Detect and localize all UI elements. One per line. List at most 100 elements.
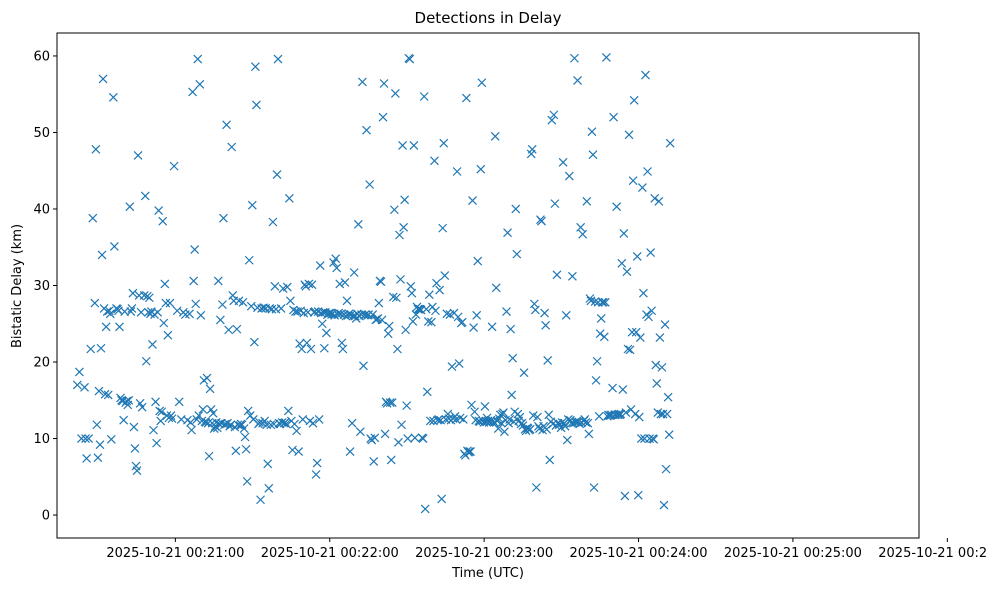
data-point <box>240 432 250 442</box>
data-point <box>315 261 325 271</box>
data-point <box>288 445 297 455</box>
y-tick-label: 60 <box>33 49 50 64</box>
data-point <box>190 245 200 254</box>
data-point <box>600 297 610 307</box>
data-point <box>598 297 608 307</box>
data-point <box>576 222 586 232</box>
data-point <box>594 411 604 421</box>
data-point <box>242 476 252 486</box>
data-point <box>658 409 668 419</box>
data-point <box>403 434 413 443</box>
data-point <box>413 304 423 314</box>
data-point <box>434 414 444 424</box>
data-point <box>407 288 417 298</box>
data-point <box>630 409 640 419</box>
data-point <box>450 411 460 421</box>
data-point <box>378 112 388 122</box>
chart-title: Detections in Delay <box>415 9 562 27</box>
data-point <box>646 248 656 258</box>
data-point <box>344 309 354 319</box>
data-point <box>512 249 522 259</box>
data-point <box>437 494 447 504</box>
data-point <box>266 420 276 430</box>
data-point <box>487 322 497 332</box>
data-point <box>491 283 501 293</box>
data-point <box>532 412 542 422</box>
data-point <box>347 418 357 428</box>
data-point <box>137 402 147 412</box>
data-point <box>442 309 452 319</box>
data-point <box>531 483 541 492</box>
data-point <box>421 304 431 314</box>
data-point <box>468 196 477 205</box>
data-point <box>331 254 341 264</box>
data-point <box>262 420 272 430</box>
data-point <box>98 74 108 84</box>
data-point <box>402 401 412 411</box>
data-point <box>239 424 249 434</box>
data-point <box>224 325 234 335</box>
data-point <box>540 308 550 318</box>
data-point <box>264 483 274 493</box>
data-point <box>152 438 162 448</box>
data-point <box>284 193 294 203</box>
data-point <box>377 315 387 325</box>
data-point <box>126 307 136 316</box>
data-point <box>447 362 457 372</box>
data-point <box>285 296 295 306</box>
data-point <box>270 281 280 291</box>
data-point <box>167 414 177 424</box>
data-point <box>238 297 248 307</box>
data-point <box>174 397 184 407</box>
data-point <box>342 296 352 306</box>
data-point <box>592 356 602 366</box>
data-point <box>420 504 430 514</box>
data-point <box>665 138 675 148</box>
data-point <box>379 79 389 88</box>
data-point <box>231 446 241 456</box>
data-point <box>72 380 82 390</box>
data-point <box>629 95 639 105</box>
data-point <box>627 327 637 337</box>
data-point <box>502 307 511 316</box>
data-point <box>370 433 380 443</box>
x-axis-label: Time (UTC) <box>451 566 524 581</box>
data-point <box>364 310 374 320</box>
data-point <box>621 408 631 417</box>
data-point <box>560 421 570 431</box>
data-point <box>390 89 400 98</box>
data-point <box>100 389 110 399</box>
data-point <box>205 384 215 394</box>
x-tick-label: 2025-10-21 00:24:00 <box>569 546 707 561</box>
data-point <box>198 405 208 414</box>
x-tick-label: 2025-10-21 00:23:00 <box>415 546 553 561</box>
data-point <box>218 300 227 310</box>
data-point <box>158 216 168 226</box>
data-point <box>457 317 467 327</box>
data-point <box>263 459 273 469</box>
data-point <box>319 343 329 353</box>
data-point <box>527 144 537 154</box>
data-point <box>187 425 196 435</box>
data-point <box>88 213 98 223</box>
data-point <box>226 420 236 430</box>
data-point <box>188 87 198 97</box>
data-point <box>81 434 90 443</box>
data-point <box>584 429 594 439</box>
data-point <box>185 309 194 319</box>
data-point <box>419 92 429 101</box>
data-point <box>290 419 299 429</box>
data-point <box>657 362 667 372</box>
data-point <box>465 447 474 456</box>
data-point <box>582 196 592 206</box>
data-point <box>422 387 432 397</box>
data-point <box>376 277 386 287</box>
data-point <box>473 256 483 266</box>
data-point <box>157 407 167 417</box>
data-point <box>172 306 182 316</box>
data-point <box>393 344 402 354</box>
data-point <box>338 344 348 354</box>
data-point <box>454 359 464 368</box>
data-point <box>163 330 173 340</box>
data-point <box>397 420 406 430</box>
